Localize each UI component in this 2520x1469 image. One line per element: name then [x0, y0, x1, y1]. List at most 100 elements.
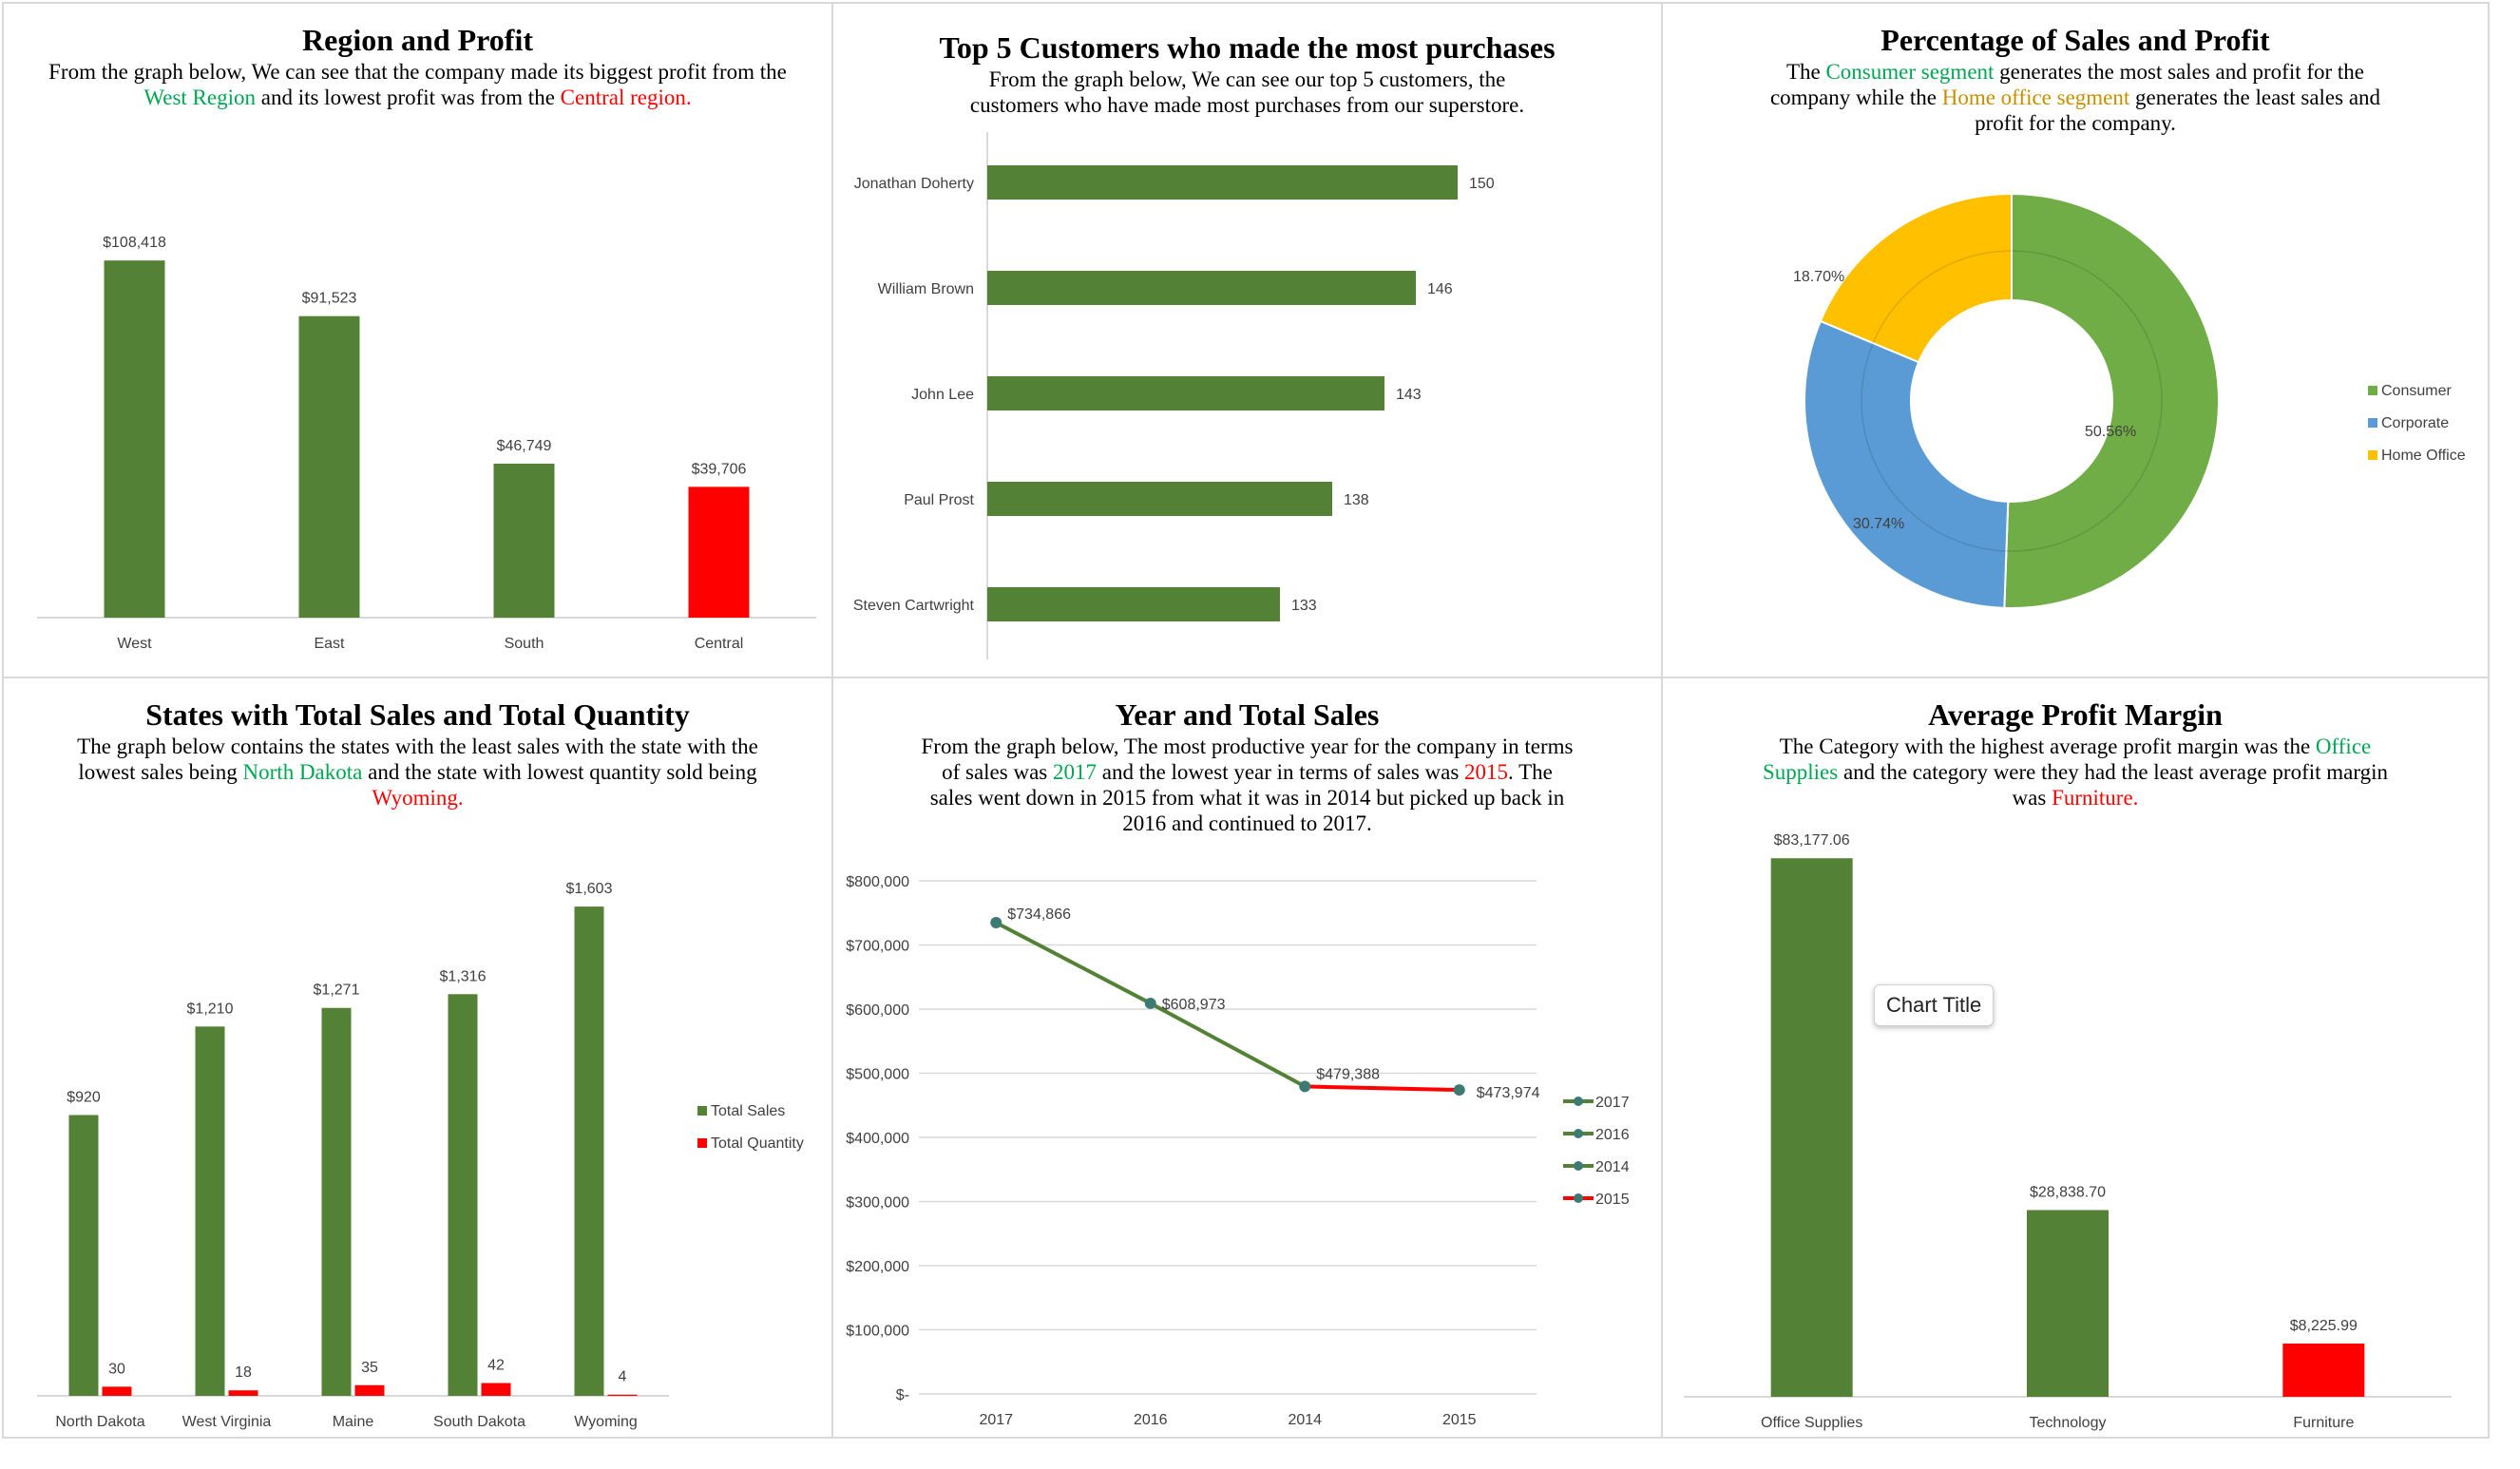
y-tick-label: $100,000 — [846, 1324, 909, 1340]
x-tick-label: 2017 — [979, 1412, 1013, 1428]
x-tick-label: West Virginia — [182, 1414, 272, 1430]
x-tick-label: North Dakota — [55, 1414, 144, 1430]
data-point — [1144, 997, 1156, 1009]
y-tick-label: Steven Cartwright — [853, 598, 975, 614]
y-tick-label: $- — [896, 1387, 909, 1403]
segment-donut-chart: 50.56% 30.74% 18.70% Consumer Corporate Home … — [1793, 192, 2466, 609]
series-line — [995, 921, 1152, 1005]
data-label: $83,177.06 — [1774, 832, 1850, 849]
chart-title-tooltip: Chart Title — [1874, 984, 1995, 1026]
chart-description: The Consumer segment generates the most … — [1769, 60, 2381, 135]
panel-year-sales: Year and Total Sales From the graph belo… — [831, 677, 1663, 1439]
legend-swatch — [2368, 450, 2377, 460]
bar-total-sales — [68, 1115, 99, 1396]
data-label: $1,316 — [440, 968, 487, 984]
y-tick-label: $400,000 — [846, 1131, 909, 1147]
y-tick-label: John Lee — [911, 387, 974, 403]
legend-label: Corporate — [2381, 415, 2449, 431]
x-tick-label: 2014 — [1288, 1412, 1322, 1428]
x-tick-label: Central — [695, 636, 744, 652]
y-tick-label: $500,000 — [846, 1067, 909, 1083]
bar-total-quantity — [481, 1383, 511, 1396]
legend-label: 2016 — [1595, 1127, 1630, 1143]
y-tick-label: William Brown — [878, 281, 974, 297]
y-tick-label: $200,000 — [846, 1259, 909, 1275]
data-label: $28,838.70 — [2030, 1184, 2106, 1200]
legend-label: Total Sales — [711, 1103, 785, 1119]
x-tick-label: South Dakota — [433, 1414, 525, 1430]
legend-marker — [1574, 1193, 1583, 1203]
bar-total-sales — [448, 994, 478, 1396]
chart-title: Percentage of Sales and Profit — [1880, 23, 2270, 57]
chart-description: The Category with the highest average pr… — [1762, 734, 2389, 810]
bar — [987, 376, 1384, 410]
bar-total-quantity — [228, 1390, 258, 1396]
x-tick-label: 2016 — [1134, 1412, 1168, 1428]
region-profit-chart: $108,418 West $91,523 East $46,749 South $39,7… — [37, 235, 816, 652]
series-line — [1149, 1002, 1307, 1089]
panel-top-customers: Top 5 Customers who made the most purcha… — [831, 2, 1663, 678]
chart-description: From the graph below, We can see our top… — [969, 67, 1525, 117]
x-tick-label: Office Supplies — [1761, 1415, 1862, 1431]
data-label: $46,749 — [497, 438, 552, 454]
year-sales-chart: $- $100,000 $200,000 $300,000 $400,000 $500,0… — [846, 874, 1630, 1428]
data-label: 18 — [235, 1364, 252, 1381]
data-label: $920 — [67, 1089, 101, 1105]
data-label: $8,225.99 — [2290, 1318, 2358, 1334]
bar-total-sales — [321, 1007, 352, 1396]
legend-marker — [1574, 1129, 1583, 1138]
bar — [493, 463, 555, 618]
data-label: 146 — [1427, 281, 1453, 297]
data-label: 50.56% — [2085, 424, 2136, 440]
x-tick-label: Technology — [2030, 1415, 2107, 1431]
profit-margin-chart: $83,177.06 Office Supplies $28,838.70 Techn… — [1684, 832, 2452, 1431]
data-label: 42 — [487, 1358, 505, 1374]
bar — [2027, 1210, 2109, 1397]
legend-label: Home Office — [2381, 448, 2466, 464]
bar — [1770, 858, 1853, 1397]
y-tick-label: $300,000 — [846, 1195, 909, 1211]
data-label: $1,271 — [314, 983, 360, 999]
chart-title: Region and Profit — [302, 23, 533, 57]
data-point — [1453, 1084, 1465, 1097]
pie-slice — [2003, 192, 2220, 609]
panel-states: States with Total Sales and Total Quanti… — [2, 677, 833, 1439]
pie-slice — [1819, 192, 2013, 364]
x-tick-label: East — [314, 636, 345, 652]
chart-description: From the graph below, The most productiv… — [921, 734, 1574, 835]
legend-marker — [1574, 1161, 1583, 1171]
data-label: $108,418 — [103, 235, 166, 251]
bar — [987, 271, 1416, 305]
bar-total-sales — [574, 906, 604, 1396]
legend-marker — [1574, 1097, 1583, 1106]
data-label: 143 — [1396, 387, 1422, 403]
legend-swatch — [2368, 418, 2377, 428]
x-tick-label: Furniture — [2293, 1415, 2354, 1431]
bar — [987, 165, 1458, 200]
legend-label: Consumer — [2381, 383, 2452, 399]
x-tick-label: Maine — [333, 1414, 374, 1430]
panel-profit-margin: Average Profit Margin The Category with … — [1661, 677, 2490, 1439]
chart-title: Average Profit Margin — [1928, 697, 2223, 732]
y-tick-label: $800,000 — [846, 874, 909, 890]
data-label: $479,388 — [1316, 1066, 1380, 1082]
y-tick-label: $700,000 — [846, 939, 909, 955]
data-label: $1,210 — [187, 1001, 234, 1017]
panel-region-profit: Region and Profit From the graph below, … — [2, 2, 833, 678]
y-tick-label: $600,000 — [846, 1002, 909, 1019]
legend-label: 2015 — [1595, 1192, 1630, 1208]
bar-total-quantity — [102, 1386, 132, 1396]
bar — [298, 315, 360, 618]
data-label: 138 — [1344, 492, 1369, 508]
legend-swatch — [697, 1106, 707, 1116]
legend-label: Total Quantity — [711, 1135, 804, 1152]
x-tick-label: West — [117, 636, 152, 652]
bar-total-quantity — [354, 1384, 385, 1396]
data-label: 150 — [1469, 176, 1495, 192]
chart-description: From the graph below, We can see that th… — [48, 60, 787, 109]
data-label: 4 — [619, 1369, 627, 1385]
data-point — [990, 916, 1002, 928]
data-label: 30 — [108, 1361, 125, 1377]
inner-ring — [1861, 250, 2163, 552]
y-tick-label: Jonathan Doherty — [854, 176, 974, 192]
